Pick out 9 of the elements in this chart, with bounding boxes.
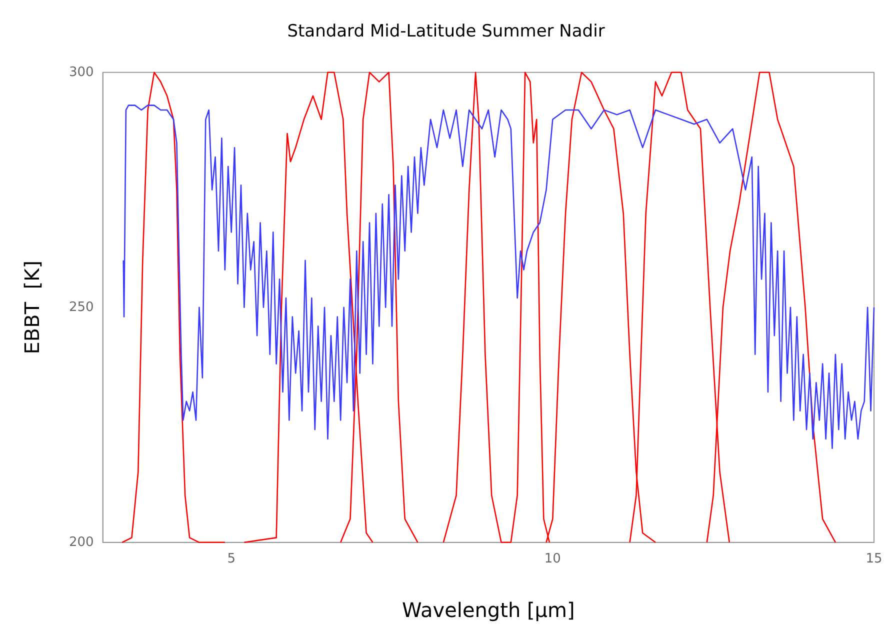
x-tick-label: 15	[866, 552, 882, 567]
x-axis-title: Wavelength [μm]	[402, 598, 575, 622]
chart-title: Standard Mid-Latitude Summer Nadir	[287, 22, 605, 42]
y-tick-label: 250	[68, 300, 94, 315]
y-tick-label: 200	[68, 534, 94, 550]
x-tick-label: 5	[227, 552, 236, 567]
y-tick-label: 300	[68, 64, 94, 80]
y-axis-title: EBBT [K]	[20, 260, 44, 354]
x-tick-label: 10	[544, 552, 561, 567]
